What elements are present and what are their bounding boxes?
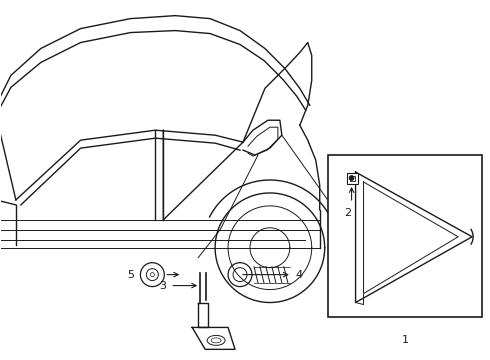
Circle shape [233,268,247,282]
Circle shape [150,273,154,276]
Bar [346,173,358,184]
Circle shape [349,176,354,180]
Circle shape [141,263,164,287]
Circle shape [147,269,158,280]
Bar [349,176,355,181]
Text: 1: 1 [401,336,408,345]
Text: 4: 4 [296,270,303,280]
Bar [328,155,482,318]
Ellipse shape [211,338,221,343]
Text: 2: 2 [344,208,351,218]
Text: 5: 5 [127,270,134,280]
Ellipse shape [207,336,225,345]
Circle shape [228,263,252,287]
Text: 3: 3 [159,280,166,291]
